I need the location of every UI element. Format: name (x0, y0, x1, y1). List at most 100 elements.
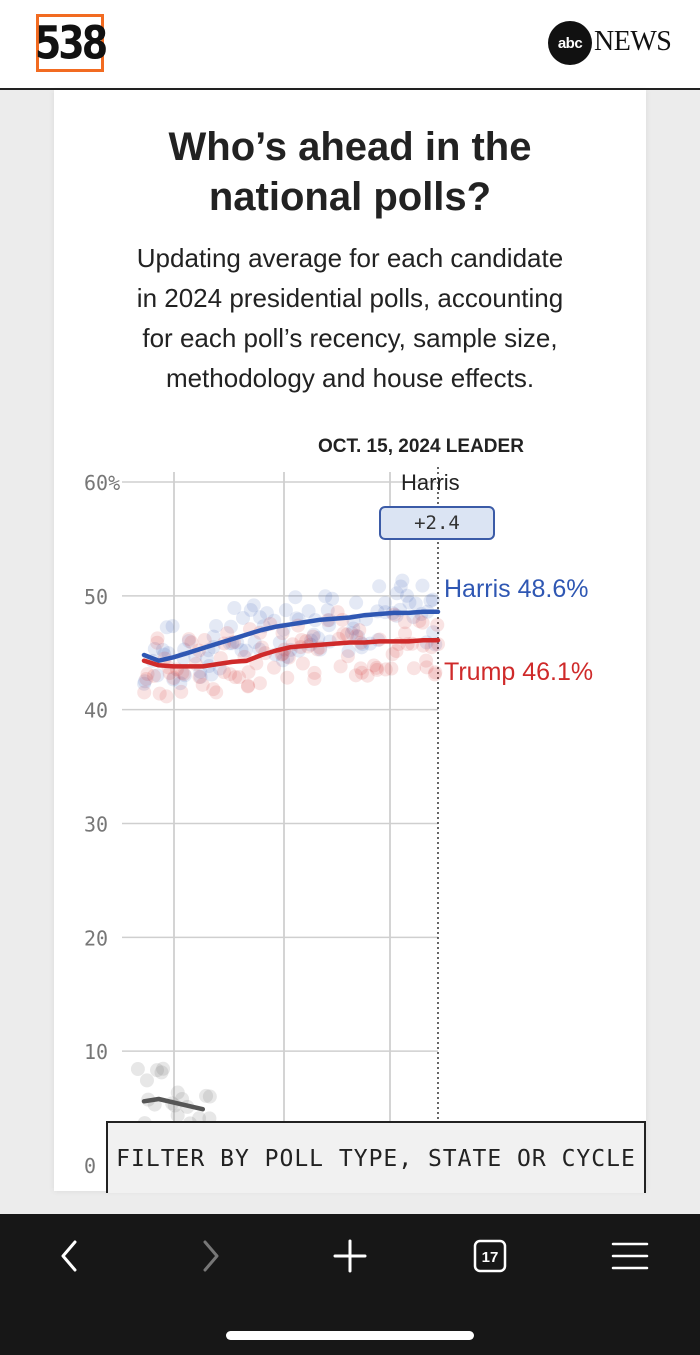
poll-dot (150, 631, 165, 646)
poll-dot (398, 626, 413, 641)
polling-average-chart[interactable]: 0 10 20 30 40 50 60% (54, 465, 646, 1191)
news-logo-text[interactable]: NEWS (594, 26, 672, 57)
poll-dot (430, 617, 445, 632)
poll-dot (173, 676, 188, 691)
poll-dot (340, 627, 355, 642)
subtitle-line-4: methodology and house effects. (165, 363, 535, 393)
poll-dot (188, 656, 203, 671)
filter-button[interactable]: FILTER BY POLL TYPE, STATE OR CYCLE (106, 1121, 646, 1193)
poll-dot (318, 589, 333, 604)
poll-dot (150, 668, 165, 683)
poll-dot (202, 1089, 217, 1104)
subtitle-line-1: Updating average for each candidate (136, 243, 564, 273)
poll-dot (195, 677, 210, 692)
poll-dot (397, 615, 412, 630)
poll-dot (406, 661, 421, 676)
poll-dot (223, 667, 238, 682)
y-tick-label: 60% (84, 471, 120, 495)
poll-card: Who’s ahead in the national polls? Updat… (54, 90, 646, 1191)
poll-dot (159, 620, 174, 635)
y-tick-label: 10 (84, 1040, 108, 1064)
poll-dot (139, 1073, 154, 1088)
poll-dot (325, 591, 340, 606)
forward-button[interactable] (180, 1234, 240, 1278)
y-tick-label: 20 (84, 926, 108, 950)
poll-dot (241, 678, 256, 693)
poll-dot (252, 676, 267, 691)
poll-dot (247, 635, 262, 650)
chevron-right-icon (203, 1240, 219, 1272)
poll-dot (419, 660, 434, 675)
poll-dot (259, 606, 274, 621)
poll-dot (301, 604, 316, 619)
page-subtitle: Updating average for each candidate in 2… (74, 238, 626, 398)
y-tick-label: 50 (84, 585, 108, 609)
538-logo[interactable]: 538 (35, 14, 108, 72)
abc-logo[interactable]: abc (548, 21, 592, 65)
poll-dot (197, 632, 212, 647)
menu-button[interactable] (600, 1234, 660, 1278)
browser-toolbar: 17 (0, 1214, 700, 1355)
poll-dot (288, 590, 303, 605)
poll-dot (181, 634, 196, 649)
poll-dot (425, 592, 440, 607)
poll-dot (415, 578, 430, 593)
poll-dot (204, 667, 219, 682)
poll-dot (130, 1062, 145, 1077)
y-tick-label: 0 (84, 1154, 96, 1178)
poll-dot (267, 660, 282, 675)
poll-dot (232, 670, 247, 685)
poll-dot (209, 685, 224, 700)
poll-dot (369, 660, 384, 675)
poll-dot (150, 635, 165, 650)
poll-dot (360, 668, 375, 683)
tabs-icon: 17 (473, 1239, 507, 1273)
poll-dot (400, 588, 415, 603)
back-button[interactable] (40, 1234, 100, 1278)
poll-dot (137, 676, 152, 691)
poll-dot (152, 686, 167, 701)
poll-dot (192, 669, 207, 684)
poll-dot (177, 666, 192, 681)
poll-dot (349, 595, 364, 610)
poll-dot (276, 653, 291, 668)
tabs-button[interactable]: 17 (460, 1234, 520, 1278)
poll-dot (193, 669, 208, 684)
new-tab-button[interactable] (320, 1234, 380, 1278)
poll-dot (352, 623, 367, 638)
poll-dot (154, 1065, 169, 1080)
poll-dot (220, 626, 235, 641)
page-title: Who’s ahead in the national polls? (54, 122, 646, 222)
poll-dot (174, 684, 189, 699)
poll-dot (162, 666, 177, 681)
poll-dot (177, 668, 192, 683)
leader-margin-badge: +2.4 (379, 506, 495, 540)
poll-dot (427, 667, 442, 682)
poll-dot (175, 665, 190, 680)
poll-dot (253, 610, 268, 625)
poll-dot (275, 626, 290, 641)
poll-dot (408, 596, 423, 611)
poll-dot (241, 665, 256, 680)
poll-dot (209, 618, 224, 633)
poll-dot (385, 647, 400, 662)
poll-dot (412, 614, 427, 629)
poll-dot (228, 670, 243, 685)
poll-dot (206, 682, 221, 697)
poll-dot (306, 629, 321, 644)
poll-dot (419, 653, 434, 668)
poll-dot (340, 649, 355, 664)
y-tick-label: 30 (84, 813, 108, 837)
poll-dot (281, 650, 296, 665)
poll-dot (349, 628, 364, 643)
poll-dot (428, 665, 443, 680)
subtitle-line-2: in 2024 presidential polls, accounting (136, 283, 564, 313)
poll-dot (137, 674, 152, 689)
poll-dot (348, 668, 363, 683)
menu-icon (611, 1242, 649, 1270)
poll-dot (139, 671, 154, 686)
poll-dot (150, 1063, 165, 1078)
poll-dot (307, 671, 322, 686)
poll-dot (155, 642, 170, 657)
poll-dot (272, 635, 287, 650)
